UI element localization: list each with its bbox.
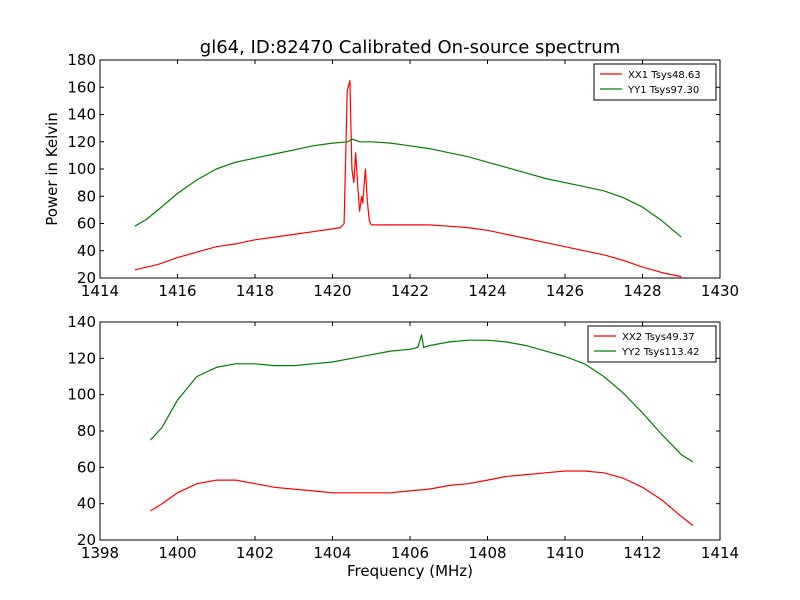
x-tick-label: 1412 bbox=[623, 544, 661, 562]
x-tick-label: 1406 bbox=[391, 544, 429, 562]
legend-box bbox=[593, 63, 717, 101]
y-tick-label: 20 bbox=[77, 269, 96, 287]
series-line-2 bbox=[134, 138, 682, 238]
x-tick-label: 1402 bbox=[236, 544, 274, 562]
y-axis-label: Power in Kelvin bbox=[43, 112, 61, 226]
chart-title: gl64, ID:82470 Calibrated On-source spec… bbox=[200, 37, 620, 58]
x-tick-label: 1416 bbox=[158, 282, 196, 300]
x-tick-label: 1424 bbox=[468, 282, 506, 300]
y-tick-label: 40 bbox=[77, 242, 96, 260]
y-tick-label: 60 bbox=[77, 458, 96, 476]
y-tick-label: 80 bbox=[77, 187, 96, 205]
series-line-2 bbox=[149, 334, 694, 463]
legend-label-2: YY2 Tsys113.42 bbox=[621, 347, 700, 358]
y-tick-label: 20 bbox=[77, 531, 96, 549]
x-tick-label: 1430 bbox=[701, 282, 739, 300]
y-tick-label: 120 bbox=[67, 349, 96, 367]
legend-box bbox=[587, 325, 717, 363]
x-tick-label: 1418 bbox=[236, 282, 274, 300]
x-tick-label: 1410 bbox=[546, 544, 584, 562]
x-tick-label: 1398 bbox=[81, 544, 119, 562]
x-tick-label: 1414 bbox=[701, 544, 739, 562]
y-tick-label: 180 bbox=[67, 51, 96, 69]
legend-label-1: XX2 Tsys49.37 bbox=[622, 332, 695, 343]
x-tick-label: 1414 bbox=[81, 282, 119, 300]
bottom-plot: 1398 1400 1402 1404 1406 1408 1410 1412 1414 20 40… bbox=[67, 313, 739, 562]
x-axis-label: Frequency (MHz) bbox=[347, 562, 473, 580]
x-tick-label: 1400 bbox=[158, 544, 196, 562]
y-tick-label: 160 bbox=[67, 78, 96, 96]
x-tick-label: 1420 bbox=[313, 282, 351, 300]
legend: XX2 Tsys49.37 YY2 Tsys113.42 bbox=[587, 325, 717, 363]
x-tick-label: 1426 bbox=[546, 282, 584, 300]
top-plot: 1414 1416 1418 1420 1422 1424 1426 1428 1430 20 40… bbox=[67, 51, 739, 300]
x-tick-label: 1404 bbox=[313, 544, 351, 562]
y-tick-label: 140 bbox=[67, 313, 96, 331]
y-tick-label: 80 bbox=[77, 422, 96, 440]
series-line-1 bbox=[150, 470, 694, 526]
y-tick-label: 100 bbox=[67, 160, 96, 178]
y-tick-label: 140 bbox=[67, 106, 96, 124]
legend-label-1: XX1 Tsys48.63 bbox=[628, 70, 701, 81]
y-tick-label: 120 bbox=[67, 133, 96, 151]
y-tick-label: 40 bbox=[77, 495, 96, 513]
series-line-1 bbox=[134, 79, 682, 278]
legend: XX1 Tsys48.63 YY1 Tsys97.30 bbox=[593, 63, 717, 101]
y-tick-label: 60 bbox=[77, 215, 96, 233]
x-tick-label: 1422 bbox=[391, 282, 429, 300]
legend-label-2: YY1 Tsys97.30 bbox=[627, 85, 699, 96]
x-tick-label: 1428 bbox=[623, 282, 661, 300]
x-tick-label: 1408 bbox=[468, 544, 506, 562]
y-tick-label: 100 bbox=[67, 386, 96, 404]
